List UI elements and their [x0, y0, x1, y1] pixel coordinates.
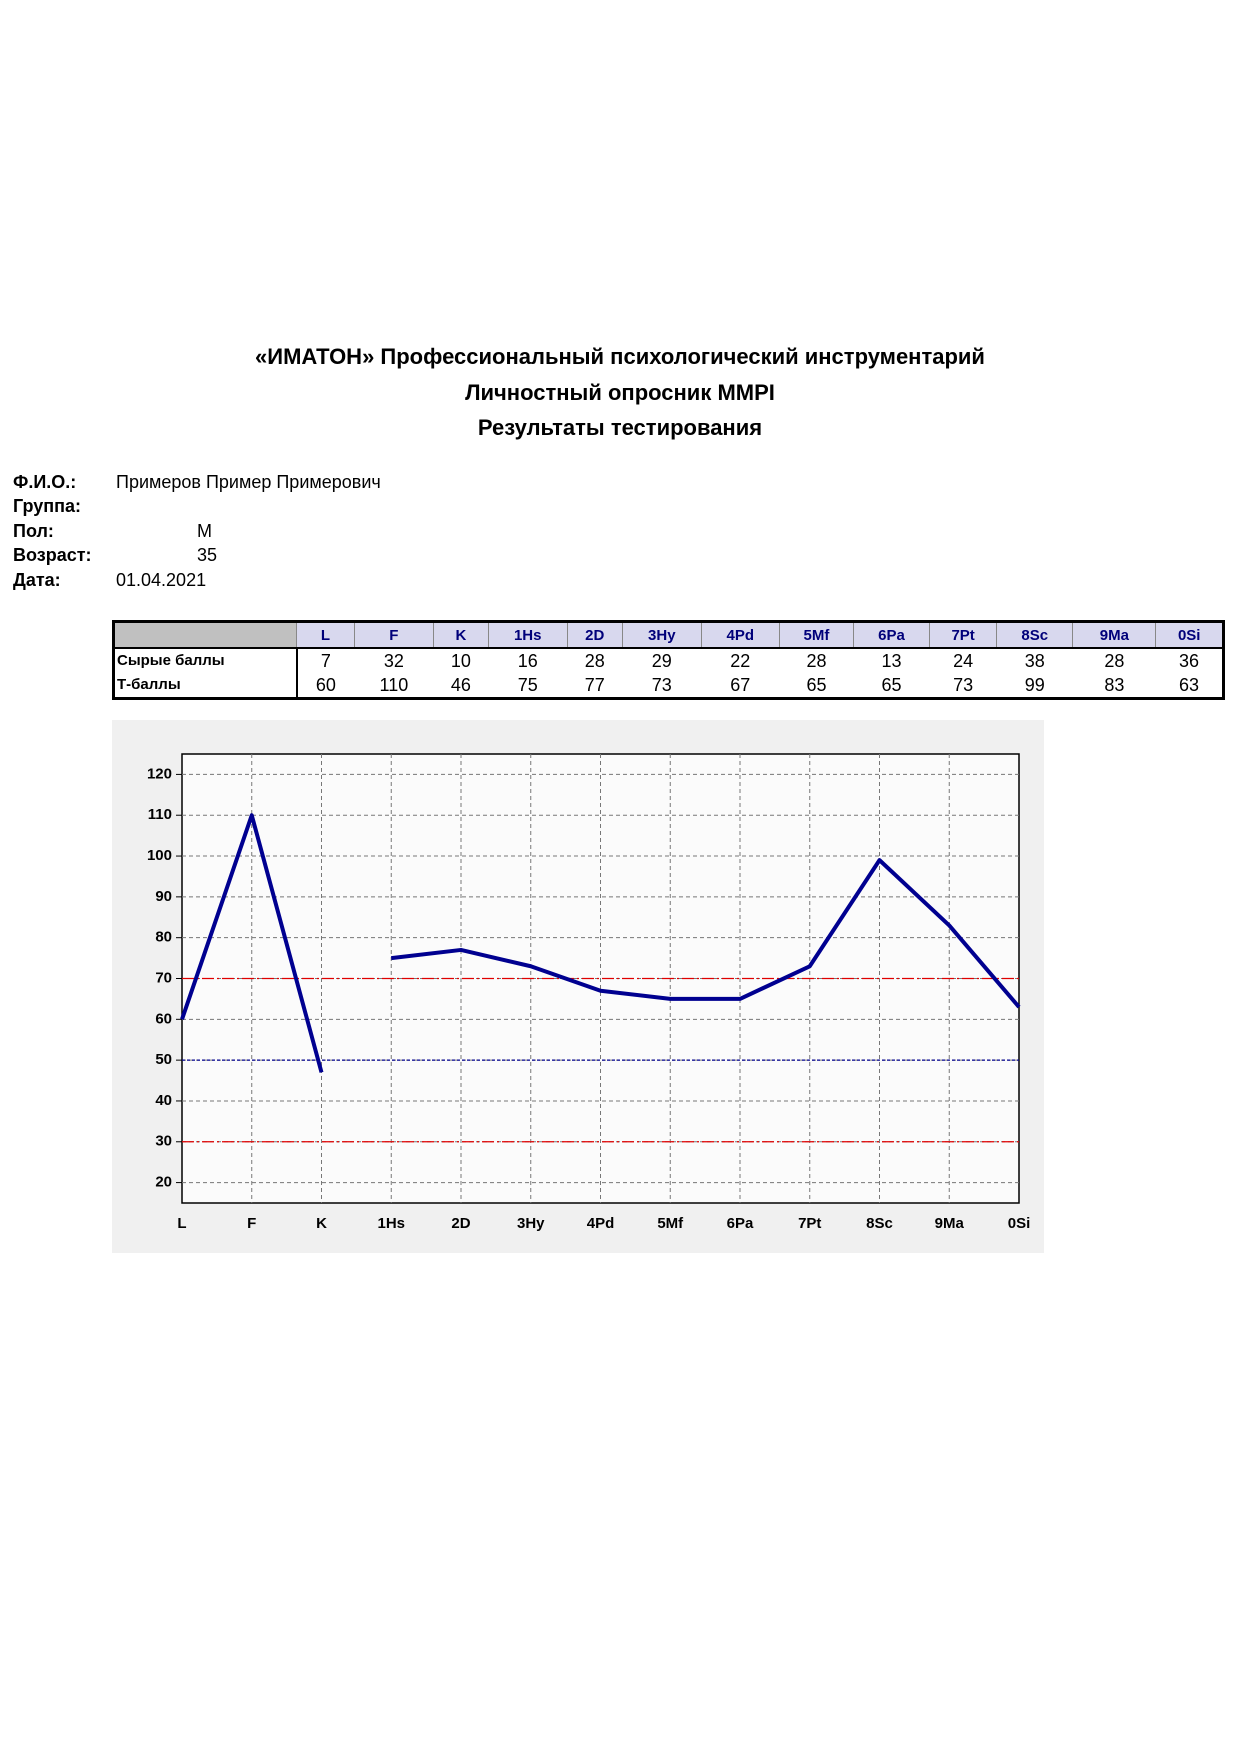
- table-row: Т-баллы 60 110 46 75 77 73 67 65 65 73 99 83 63: [114, 673, 1224, 699]
- info-label: Возраст:: [13, 545, 92, 565]
- row-label: Сырые баллы: [117, 652, 225, 669]
- cell: 7: [295, 648, 355, 673]
- title-line: «ИМАТОН» Профессиональный психологически…: [255, 344, 985, 369]
- x-tick-label: 4Pd: [587, 1215, 615, 1232]
- x-tick-label: L: [177, 1215, 186, 1232]
- y-tick-label: 80: [155, 929, 172, 946]
- scores-table: L F K 1Hs 2D 3Hy 4Pd 5Mf 6Pa 7Pt 8Sc 9Ma 0Si Сырые ба…: [112, 620, 1225, 700]
- cell: 16: [517, 651, 538, 671]
- column-header: 8Sc: [996, 621, 1073, 649]
- x-tick-label: 2D: [451, 1215, 470, 1232]
- y-tick-label: 60: [155, 1010, 172, 1027]
- column-header: 7Pt: [929, 621, 997, 649]
- y-tick-label: 90: [155, 888, 172, 905]
- column-header: K: [432, 621, 489, 649]
- cell: 28: [1104, 651, 1125, 671]
- column-header: F: [353, 621, 434, 649]
- y-tick-label: 50: [155, 1051, 172, 1068]
- cell: 32: [383, 651, 404, 671]
- cell: 73: [953, 675, 974, 695]
- info-value: Примеров Пример Примерович: [116, 472, 381, 492]
- info-value: 01.04.2021: [116, 570, 207, 590]
- x-tick-label: 6Pa: [727, 1215, 754, 1232]
- cell: 46: [450, 675, 471, 695]
- column-header: 4Pd: [700, 621, 780, 649]
- y-tick-label: 30: [155, 1133, 172, 1150]
- column-header: 0Si: [1155, 621, 1224, 649]
- cell: 65: [806, 675, 827, 695]
- column-header: 5Mf: [779, 621, 854, 649]
- y-tick-label: 40: [155, 1092, 172, 1109]
- cell: 77: [584, 675, 605, 695]
- cell: 73: [651, 675, 672, 695]
- column-header: 1Hs: [487, 621, 567, 649]
- cell: 63: [1178, 675, 1199, 695]
- row-label: Т-баллы: [117, 676, 181, 693]
- title-line: Результаты тестирования: [477, 415, 763, 440]
- cell: 13: [881, 651, 902, 671]
- y-tick-label: 20: [155, 1174, 172, 1191]
- cell: 28: [584, 651, 605, 671]
- cell: 22: [730, 651, 751, 671]
- cell: 83: [1104, 675, 1125, 695]
- cell: 36: [1178, 651, 1199, 671]
- info-label: Пол:: [13, 521, 54, 541]
- x-tick-label: 5Mf: [657, 1215, 684, 1232]
- info-label: Дата:: [13, 570, 61, 590]
- cell: 24: [953, 651, 974, 671]
- x-tick-label: 8Sc: [866, 1215, 893, 1232]
- x-tick-label: 1Hs: [377, 1215, 405, 1232]
- x-tick-label: 3Hy: [517, 1215, 545, 1232]
- cell: 75: [517, 675, 538, 695]
- table-row: Сырые баллы 7 32 10 16 28 29 22 28 13 24 38 28 36: [114, 648, 1224, 673]
- x-tick-label: 0Si: [1008, 1215, 1031, 1232]
- cell: 38: [1024, 651, 1045, 671]
- info-label: Ф.И.О.:: [13, 472, 77, 492]
- cell: 60: [295, 673, 355, 699]
- y-tick-label: 120: [147, 765, 172, 782]
- cell: 10: [450, 651, 471, 671]
- title-line: Личностный опросник MMPI: [465, 380, 775, 405]
- cell: 99: [1024, 675, 1045, 695]
- column-header: L: [296, 621, 355, 649]
- x-tick-label: 9Ma: [935, 1215, 965, 1232]
- y-tick-label: 70: [155, 969, 172, 986]
- header-row: L F K 1Hs 2D 3Hy 4Pd 5Mf 6Pa 7Pt 8Sc 9Ma 0Si: [113, 621, 1224, 649]
- cell: 29: [651, 651, 672, 671]
- column-header: 3Hy: [622, 621, 702, 649]
- header-corner: [113, 621, 297, 649]
- y-tick-label: 110: [148, 806, 172, 823]
- x-tick-label: K: [316, 1215, 327, 1232]
- cell: 65: [881, 675, 902, 695]
- cell: 110: [379, 675, 409, 695]
- info-value: 35: [196, 545, 217, 565]
- info-value: М: [197, 521, 212, 541]
- data-line: [180, 813, 324, 1073]
- column-header: 6Pa: [852, 621, 930, 649]
- data-line: [391, 858, 1021, 1009]
- x-tick-label: F: [247, 1215, 256, 1232]
- x-tick-label: 7Pt: [798, 1215, 821, 1232]
- y-tick-label: 100: [147, 847, 172, 864]
- cell: 67: [730, 675, 751, 695]
- column-header: 2D: [566, 621, 623, 649]
- cell: 28: [806, 651, 827, 671]
- info-label: Группа:: [13, 496, 82, 516]
- column-header: 9Ma: [1072, 621, 1156, 649]
